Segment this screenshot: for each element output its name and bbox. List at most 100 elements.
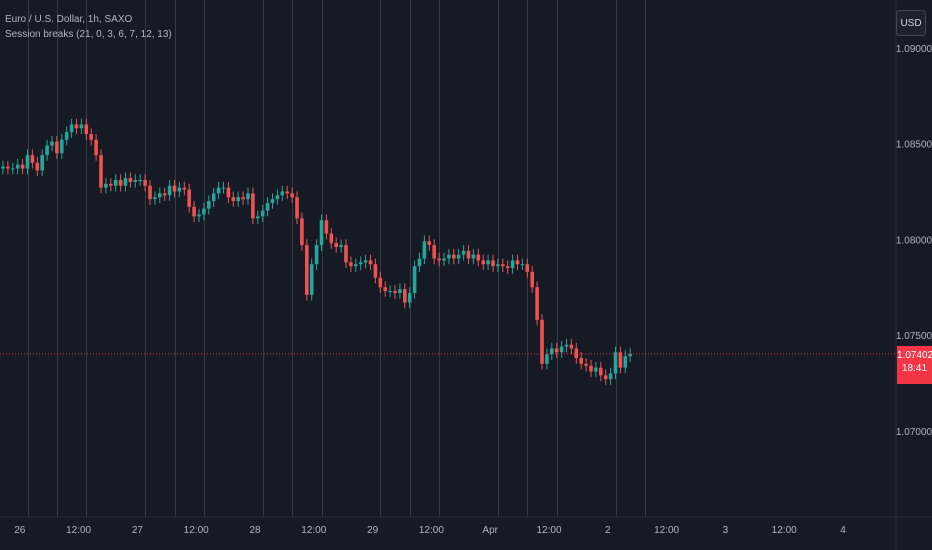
candle-body	[471, 254, 476, 259]
candle-body	[45, 145, 49, 156]
candle-body	[64, 132, 69, 140]
candle-body	[447, 254, 451, 259]
candle-body	[275, 195, 280, 200]
candle-body	[202, 208, 206, 215]
candle-body	[525, 264, 530, 272]
candle-body	[104, 183, 108, 188]
candle-body	[535, 287, 539, 320]
candle-body	[554, 348, 559, 353]
time-tick-label: 29	[367, 525, 379, 536]
candle-body	[192, 206, 196, 217]
candle-body	[197, 214, 201, 217]
candle-body	[143, 179, 147, 186]
candle-body	[260, 210, 265, 217]
candle-body	[211, 193, 216, 202]
candle-body	[569, 344, 574, 349]
candle-body	[123, 178, 128, 186]
time-tick-label: 12:00	[419, 525, 444, 536]
candle-body	[363, 260, 368, 263]
last-price-tag: 1.07402 18:41	[897, 346, 932, 384]
candle-body	[466, 250, 471, 259]
candle-body	[388, 291, 392, 293]
candle-body	[403, 289, 407, 303]
candle-body	[383, 287, 387, 292]
candle-body	[378, 277, 383, 288]
candle-body	[79, 124, 84, 129]
price-tick-label: 1.07500	[896, 331, 932, 342]
candle-body	[407, 292, 412, 303]
time-tick-label: 4	[840, 525, 846, 536]
candle-body	[305, 245, 309, 295]
candle-body	[15, 164, 20, 169]
price-axis[interactable]: 1.09000 1.08500 1.08000 1.07500 1.07000	[896, 44, 932, 438]
candle-body	[177, 187, 182, 192]
candle-body	[324, 220, 329, 234]
candle-body	[540, 319, 544, 364]
candle-body	[172, 185, 177, 192]
candle-body	[442, 258, 446, 261]
candle-body	[358, 262, 363, 265]
candle-body	[109, 183, 113, 186]
candle-body	[574, 348, 579, 359]
time-tick-label: 27	[132, 525, 144, 536]
candle-body	[505, 266, 510, 269]
currency-button[interactable]: USD	[896, 10, 926, 36]
candle-body	[99, 155, 103, 188]
time-tick-label: Apr	[482, 525, 498, 536]
candle-body	[25, 155, 30, 169]
time-tick-label: 3	[723, 525, 729, 536]
price-tick-label: 1.07000	[896, 427, 932, 438]
candle-body	[599, 367, 603, 376]
candle-body	[476, 254, 481, 261]
candle-body	[501, 264, 505, 267]
candle-body	[295, 197, 299, 219]
candle-body	[40, 155, 44, 171]
candle-body	[270, 199, 275, 203]
candle-body	[148, 185, 152, 200]
last-price-value: 1.07402	[897, 350, 932, 361]
chart-legend: Euro / U.S. Dollar, 1h, SAXO Session bre…	[5, 12, 172, 42]
candle-body	[226, 187, 231, 198]
candle-body	[368, 260, 373, 265]
symbol-title[interactable]: Euro / U.S. Dollar, 1h, SAXO	[5, 14, 133, 25]
candle-body	[628, 353, 632, 357]
candle-body	[256, 216, 260, 219]
candle-body	[373, 264, 378, 278]
candle-body	[584, 363, 588, 366]
candle-body	[251, 193, 255, 219]
candle-body	[481, 260, 485, 265]
time-tick-label: 12:00	[536, 525, 561, 536]
price-tick-label: 1.09000	[896, 44, 932, 55]
candle-body	[589, 365, 593, 372]
candle-body	[349, 262, 353, 267]
time-tick-label: 12:00	[184, 525, 209, 536]
candle-body	[618, 352, 623, 368]
time-tick-label: 26	[14, 525, 26, 536]
indicator-label[interactable]: Session breaks (21, 0, 3, 6, 7, 12, 13)	[5, 29, 172, 40]
candle-body	[594, 367, 598, 372]
time-tick-label: 28	[249, 525, 261, 536]
time-tick-label: 12:00	[654, 525, 679, 536]
candle-body	[187, 189, 191, 207]
price-tick-label: 1.08000	[896, 235, 932, 246]
candle-body	[412, 266, 417, 293]
candle-body	[55, 141, 59, 154]
candle-body	[339, 245, 343, 248]
candle-body	[50, 141, 54, 146]
candle-body	[158, 193, 162, 198]
candles	[1, 118, 632, 385]
candle-body	[393, 291, 397, 293]
candle-body	[182, 187, 187, 190]
candle-body	[344, 245, 348, 263]
candle-body	[437, 258, 441, 261]
candle-body	[89, 134, 93, 140]
candle-body	[300, 218, 304, 246]
candle-body	[491, 260, 495, 267]
time-tick-label: 12:00	[772, 525, 797, 536]
candle-body	[398, 289, 402, 293]
candle-body	[35, 162, 40, 171]
time-axis[interactable]: 26 12:00 27 12:00 28 12:00 29 12:00 Apr 12:00 2 12:…	[14, 525, 846, 536]
candle-body	[11, 168, 15, 170]
